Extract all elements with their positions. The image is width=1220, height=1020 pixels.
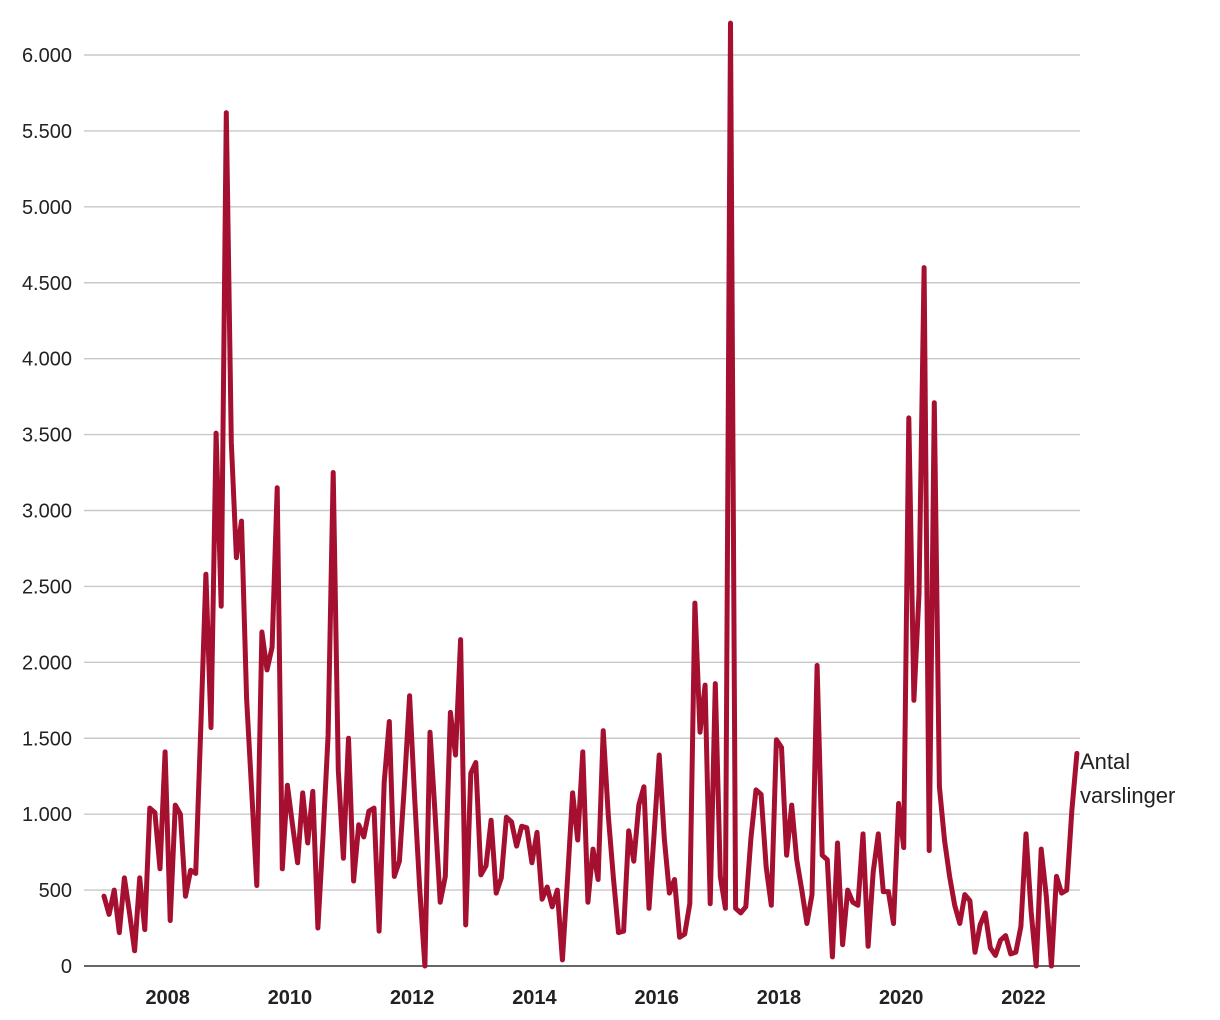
x-tick-label: 2016	[634, 987, 679, 1009]
x-tick-label: 2018	[757, 987, 802, 1009]
y-tick-label: 5.000	[22, 197, 72, 219]
series-label-line-1: Antal	[1080, 749, 1130, 774]
series-layer	[101, 20, 1080, 969]
y-tick-label: 500	[39, 880, 72, 902]
y-tick-label: 3.000	[22, 501, 72, 523]
y-tick-label: 0	[61, 956, 72, 978]
x-tick-label: 2014	[512, 987, 557, 1009]
y-tick-label: 5.500	[22, 121, 72, 143]
y-tick-label: 1.000	[22, 804, 72, 826]
y-tick-label: 4.000	[22, 349, 72, 371]
x-tick-label: 2008	[145, 987, 190, 1009]
x-tick-label: 2010	[268, 987, 313, 1009]
series-line	[101, 20, 1080, 969]
y-axis-ticks: 0 500 1.000 1.500 2.000 2.500 3.000 3.500 4.000 4…	[22, 45, 72, 978]
x-axis-ticks: 2008 2010 2012 2014 2016 2018 2020 2022	[145, 987, 1045, 1009]
y-tick-label: 3.500	[22, 425, 72, 447]
y-tick-label: 1.500	[22, 728, 72, 750]
x-tick-label: 2022	[1001, 987, 1046, 1009]
x-tick-label: 2012	[390, 987, 435, 1009]
series-label: Antal varslinger	[1080, 749, 1175, 808]
y-tick-label: 6.000	[22, 45, 72, 67]
y-tick-label: 4.500	[22, 273, 72, 295]
y-tick-label: 2.500	[22, 576, 72, 598]
y-tick-label: 2.000	[22, 652, 72, 674]
x-tick-label: 2020	[879, 987, 924, 1009]
series-label-line-2: varslinger	[1080, 783, 1175, 808]
